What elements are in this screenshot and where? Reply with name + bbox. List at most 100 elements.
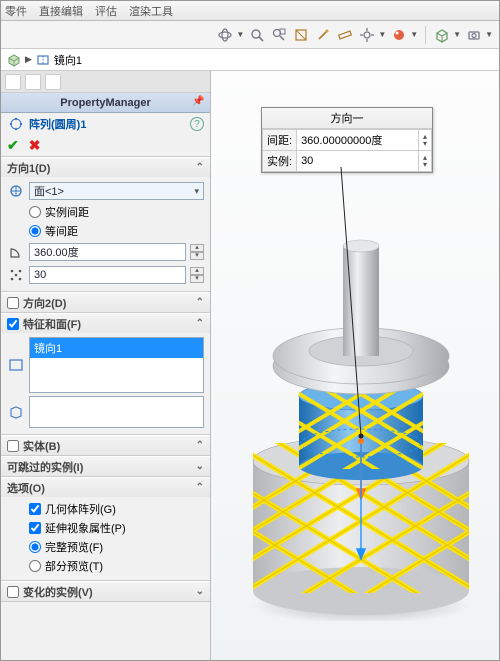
feature-list-icon [7, 356, 25, 374]
callout-spacing-input[interactable]: 360.00000000度 [297, 130, 419, 151]
collapse-icon: ⌃ [196, 318, 204, 329]
callout-spinner[interactable]: ▴▾ [418, 151, 431, 172]
callout-spinner[interactable]: ▴▾ [418, 130, 431, 151]
face-list-icon [7, 403, 25, 421]
part-icon[interactable] [7, 53, 21, 67]
checkbox-bodies[interactable]: 实体(B) [7, 438, 60, 454]
section-header[interactable]: 可跳过的实例(I) ⌄ [1, 456, 210, 476]
dropdown-arrow-icon[interactable]: ▼ [410, 30, 418, 39]
faces-listbox[interactable] [29, 396, 204, 428]
dimension-callout: 方向一 间距: 360.00000000度 ▴▾ 实例: 30 ▴▾ [261, 107, 433, 173]
collapse-icon: ⌃ [196, 297, 204, 308]
callout-spacing-label: 间距: [263, 130, 297, 151]
ok-button[interactable]: ✔ [7, 137, 19, 154]
menu-item[interactable]: 评估 [95, 3, 117, 19]
pm-tab-icon[interactable] [45, 74, 61, 90]
callout-title: 方向一 [262, 108, 432, 129]
zoom-icon[interactable] [248, 26, 266, 44]
checkbox-propagate[interactable]: 延伸视象属性(P) [7, 520, 204, 536]
section-direction1: 方向1(D) ⌃ 面<1> 实例间距 [1, 157, 210, 292]
count-value: 30 [34, 269, 46, 281]
collapse-icon: ⌃ [196, 440, 204, 451]
orbit-icon[interactable] [216, 26, 234, 44]
pm-title-bar: PropertyManager 📌 [1, 93, 210, 113]
help-icon[interactable]: ? [190, 117, 204, 131]
count-input[interactable]: 30 [29, 266, 186, 284]
angle-value: 360.00度 [34, 244, 79, 260]
collapse-icon: ⌃ [196, 162, 204, 173]
menu-item[interactable]: 零件 [5, 3, 27, 19]
section-header[interactable]: 特征和面(F) ⌃ [1, 313, 210, 333]
dropdown-arrow-icon[interactable]: ▼ [485, 30, 493, 39]
section-varying: 变化的实例(V) ⌄ [1, 581, 210, 602]
section-header[interactable]: 变化的实例(V) ⌄ [1, 581, 210, 601]
measure-icon[interactable] [336, 26, 354, 44]
angle-input[interactable]: 360.00度 [29, 243, 186, 261]
menu-item[interactable]: 渲染工具 [129, 3, 173, 19]
cancel-button[interactable]: ✖ [29, 137, 41, 154]
features-listbox[interactable]: 镜向1 [29, 337, 204, 393]
settings-icon[interactable] [358, 26, 376, 44]
dropdown-arrow-icon[interactable]: ▼ [453, 30, 461, 39]
radio-full-preview[interactable]: 完整预览(F) [7, 539, 204, 555]
pm-title-text: PropertyManager [60, 97, 150, 109]
pin-icon[interactable]: 📌 [192, 96, 206, 110]
section-title: 选项(O) [7, 480, 45, 496]
pm-tab-strip [1, 71, 210, 93]
checkbox-varying[interactable]: 变化的实例(V) [7, 584, 93, 600]
property-manager-panel: PropertyManager 📌 阵列(圆周)1 ? ✔ ✖ 方向1(D) ⌃ [1, 71, 211, 660]
expand-icon: ⌄ [196, 461, 204, 472]
section-features: 特征和面(F) ⌃ 镜向1 [1, 313, 210, 435]
breadcrumb-bar: ▶ 镜向1 [1, 49, 499, 71]
chevron-right-icon: ▶ [25, 54, 32, 65]
dropdown-arrow-icon[interactable]: ▼ [236, 30, 244, 39]
section-header[interactable]: 方向1(D) ⌃ [1, 157, 210, 177]
view-toolbar: ▼ ▼ ▼ ▼ ▼ [1, 21, 499, 49]
count-icon [7, 266, 25, 284]
radio-equal-spacing[interactable]: 等间距 [7, 223, 204, 239]
axis-icon [7, 182, 25, 200]
section-icon[interactable] [292, 26, 310, 44]
section-header[interactable]: 方向2(D) ⌃ [1, 292, 210, 312]
feature-icon[interactable] [36, 53, 50, 67]
section-skippable: 可跳过的实例(I) ⌄ [1, 456, 210, 477]
render-icon[interactable] [465, 26, 483, 44]
circular-pattern-icon [7, 115, 25, 133]
section-title: 方向1(D) [7, 160, 50, 176]
collapse-icon: ⌃ [196, 482, 204, 493]
checkbox-features[interactable]: 特征和面(F) [7, 316, 81, 332]
section-title: 可跳过的实例(I) [7, 459, 83, 475]
section-options: 选项(O) ⌃ 几何体阵列(G) 延伸视象属性(P) 完整预览(F) 部分预览(… [1, 477, 210, 581]
radio-instance-spacing[interactable]: 实例间距 [7, 204, 204, 220]
dropdown-arrow-icon[interactable]: ▼ [378, 30, 386, 39]
callout-count-input[interactable]: 30 [297, 151, 419, 172]
section-bodies: 实体(B) ⌃ [1, 435, 210, 456]
feature-name: 阵列(圆周)1 [29, 116, 86, 132]
model-preview [231, 191, 491, 621]
section-header[interactable]: 实体(B) ⌃ [1, 435, 210, 455]
breadcrumb-item[interactable]: 镜向1 [54, 52, 82, 68]
angle-icon [7, 243, 25, 261]
ok-cancel-row: ✔ ✖ [1, 135, 210, 157]
expand-icon: ⌄ [196, 586, 204, 597]
count-spinner[interactable]: ▴▾ [190, 267, 204, 283]
radio-partial-preview[interactable]: 部分预览(T) [7, 558, 204, 574]
feature-name-row: 阵列(圆周)1 ? [1, 113, 210, 135]
display-style-icon[interactable] [433, 26, 451, 44]
axis-selection-value: 面<1> [34, 183, 64, 199]
zoom-area-icon[interactable] [270, 26, 288, 44]
checkbox-direction2[interactable]: 方向2(D) [7, 295, 66, 311]
pm-tab-icon[interactable] [5, 74, 21, 90]
appearance-icon[interactable] [390, 26, 408, 44]
checkbox-geometry-pattern[interactable]: 几何体阵列(G) [7, 501, 204, 517]
wand-icon[interactable] [314, 26, 332, 44]
section-header[interactable]: 选项(O) ⌃ [1, 477, 210, 497]
callout-count-label: 实例: [263, 151, 297, 172]
graphics-viewport[interactable]: 方向一 间距: 360.00000000度 ▴▾ 实例: 30 ▴▾ [211, 71, 499, 660]
angle-spinner[interactable]: ▴▾ [190, 244, 204, 260]
axis-selection-field[interactable]: 面<1> [29, 182, 204, 200]
feature-list-item[interactable]: 镜向1 [30, 338, 203, 358]
toolbar-separator [425, 26, 426, 44]
menu-item[interactable]: 直接编辑 [39, 3, 83, 19]
pm-tab-icon[interactable] [25, 74, 41, 90]
